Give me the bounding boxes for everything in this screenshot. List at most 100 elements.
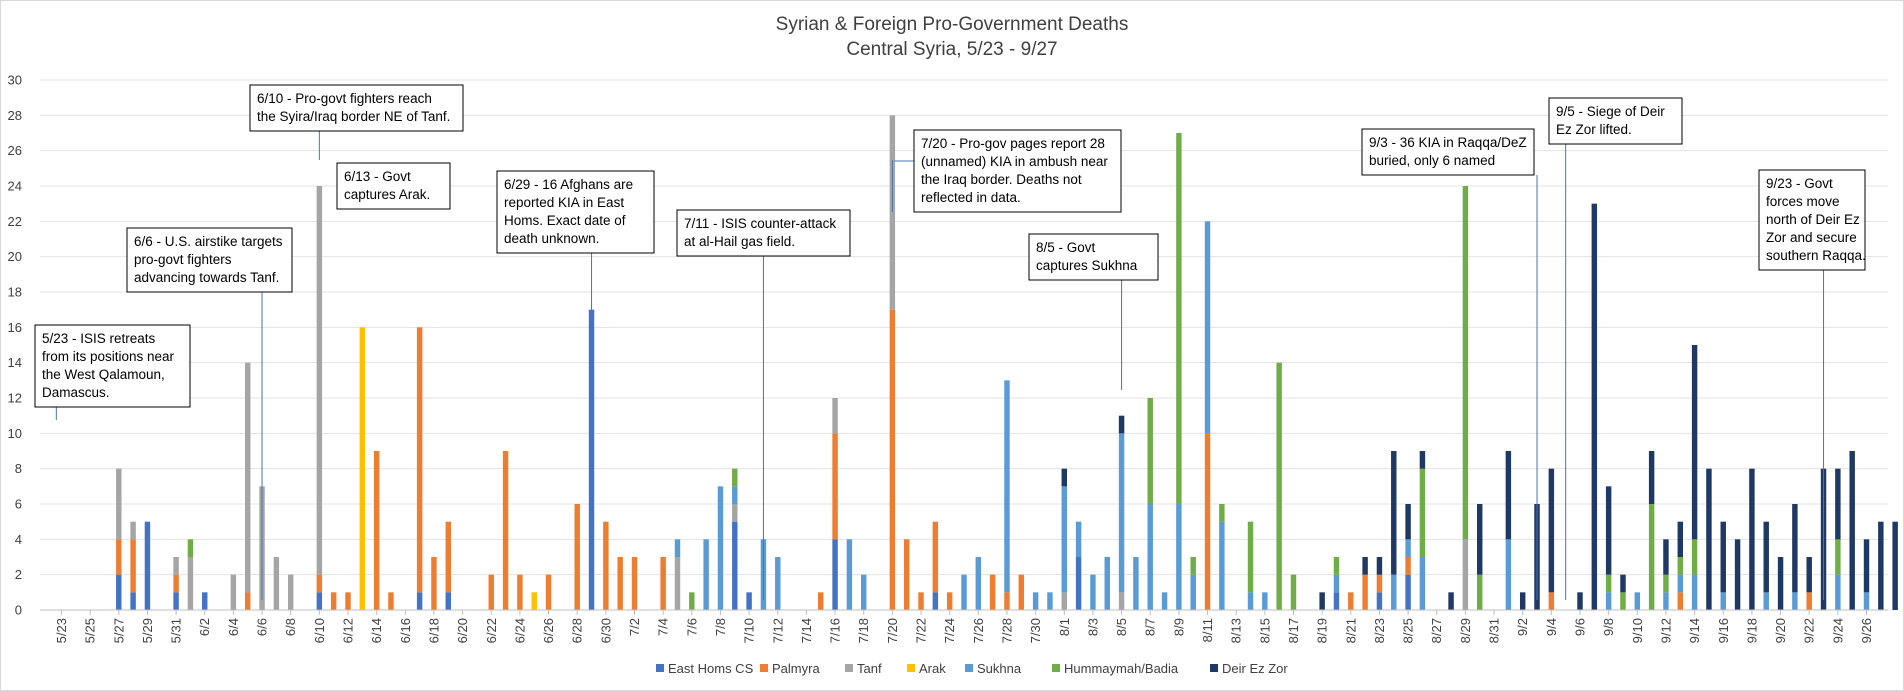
x-tick-label: 8/11 xyxy=(1200,618,1215,642)
bar-segment xyxy=(1190,557,1196,575)
bar-segment xyxy=(388,592,394,610)
bar-segment xyxy=(946,592,953,610)
bar-segment xyxy=(1691,345,1698,540)
bar-segment xyxy=(1405,574,1411,610)
bar-segment xyxy=(1190,574,1196,610)
bar-segment xyxy=(416,327,423,593)
bar-segment xyxy=(1376,592,1383,610)
y-tick-label: 0 xyxy=(15,603,22,618)
legend-swatch xyxy=(965,664,973,672)
annotation-text: Damascus. xyxy=(42,385,110,400)
x-tick-label: 5/29 xyxy=(140,618,155,643)
annotation-text: Ez Zor lifted. xyxy=(1556,122,1632,137)
bar-segment xyxy=(1004,592,1010,610)
legend-label: Palmyra xyxy=(772,661,820,676)
bar-segment xyxy=(1118,415,1125,434)
annotation-text: 9/5 - Siege of Deir xyxy=(1556,104,1665,119)
y-tick-label: 20 xyxy=(8,249,22,264)
annotation-text: 7/11 - ISIS counter-attack xyxy=(684,216,836,231)
chart-title-line: Syrian & Foreign Pro-Government Deaths xyxy=(776,14,1129,35)
bar-segment xyxy=(1878,521,1884,610)
annotation-text: Homs. Exact date of xyxy=(504,213,626,228)
bar-segment xyxy=(1806,557,1812,593)
annotation-text: from its positions near xyxy=(42,349,175,364)
annotation-text: 8/5 - Govt xyxy=(1036,240,1096,255)
x-tick-label: 6/12 xyxy=(341,618,356,643)
annotation-box xyxy=(1548,97,1683,145)
bar-segment xyxy=(1677,521,1683,557)
bar-segment xyxy=(1262,592,1268,610)
bar-segment xyxy=(1147,504,1153,610)
legend-label: Arak xyxy=(919,661,946,676)
bar-segment xyxy=(1763,521,1769,593)
bar-segment xyxy=(316,592,323,610)
bar-segment xyxy=(1419,468,1426,557)
bar-segment xyxy=(1362,574,1368,610)
bar-segment xyxy=(1663,539,1669,575)
bar-segment xyxy=(1792,504,1798,593)
bar-segment xyxy=(1061,486,1067,593)
bar-segment xyxy=(1749,468,1755,610)
annotation-text: Zor and secure xyxy=(1766,230,1857,245)
annotation-box xyxy=(249,84,464,132)
bar-segment xyxy=(703,539,709,610)
legend-label: East Homs CS xyxy=(668,661,754,676)
bar-segment xyxy=(1348,592,1354,610)
bar-segment xyxy=(832,539,838,610)
annotation-box xyxy=(126,227,293,293)
annotation-box xyxy=(1361,128,1535,176)
x-tick-label: 8/19 xyxy=(1315,618,1330,643)
annotation-text: 9/3 - 36 KIA in Raqqa/DeZ xyxy=(1369,135,1527,150)
bar-segment xyxy=(1720,592,1726,610)
x-tick-label: 9/18 xyxy=(1744,618,1759,643)
bar-segment xyxy=(316,186,323,575)
bar-segment xyxy=(1333,557,1340,575)
x-tick-label: 6/4 xyxy=(226,618,241,636)
annotation-text: advancing towards Tanf. xyxy=(134,270,279,285)
x-tick-label: 9/12 xyxy=(1658,618,1673,643)
x-tick-label: 9/20 xyxy=(1773,618,1788,643)
bar-segment xyxy=(130,539,136,593)
bar-segment xyxy=(1577,592,1583,610)
bar-segment xyxy=(975,557,982,610)
bar-segment xyxy=(732,521,738,610)
bar-segment xyxy=(660,557,666,610)
bar-segment xyxy=(1477,574,1483,610)
bar-segment xyxy=(717,486,724,610)
bars xyxy=(116,115,1898,611)
legend-swatch xyxy=(845,664,853,672)
bar-segment xyxy=(359,327,366,610)
legend-label: Sukhna xyxy=(977,661,1022,676)
bar-segment xyxy=(674,539,681,557)
x-tick-label: 7/2 xyxy=(627,618,642,636)
x-tick-label: 9/14 xyxy=(1687,618,1702,643)
y-tick-label: 12 xyxy=(8,391,22,406)
y-tick-label: 8 xyxy=(15,461,22,476)
x-tick-label: 7/16 xyxy=(828,618,843,643)
chart-title: Syrian & Foreign Pro-Government Deaths Ce… xyxy=(776,14,1129,60)
bar-segment xyxy=(545,574,552,610)
bar-segment xyxy=(1004,380,1010,593)
bar-segment xyxy=(1648,451,1655,504)
x-tick-label: 8/23 xyxy=(1372,618,1387,643)
bar-segment xyxy=(144,521,151,610)
bar-segment xyxy=(116,468,122,540)
annotation-text: captures Arak. xyxy=(344,187,430,202)
annotation-box xyxy=(1028,233,1159,281)
annotation-text: 9/23 - Govt xyxy=(1766,176,1833,191)
x-tick-label: 5/23 xyxy=(54,618,69,643)
bar-segment xyxy=(1118,592,1125,610)
x-tick-label: 9/8 xyxy=(1601,618,1616,636)
legend-swatch xyxy=(656,664,664,672)
bar-segment xyxy=(431,557,437,610)
y-tick-label: 2 xyxy=(15,567,22,582)
bar-segment xyxy=(1863,539,1870,593)
bar-segment xyxy=(1247,521,1254,593)
bar-segment xyxy=(130,592,136,610)
x-tick-label: 9/10 xyxy=(1630,618,1645,643)
bar-segment xyxy=(1333,592,1340,610)
bar-segment xyxy=(1061,592,1067,610)
x-tick-label: 7/18 xyxy=(856,618,871,643)
bar-segment xyxy=(1548,592,1555,610)
